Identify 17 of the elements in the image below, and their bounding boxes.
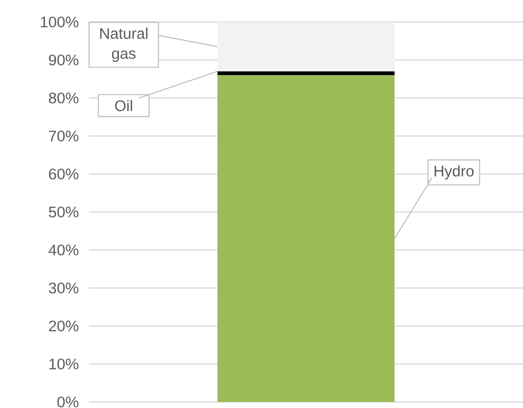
y-tick-label: 50%: [48, 206, 78, 218]
text: Hydro: [434, 165, 474, 180]
bar: [217, 22, 395, 72]
y-tick-label: 30%: [48, 282, 78, 294]
text: Oil: [115, 100, 132, 112]
y-tick-label: 70%: [49, 130, 78, 142]
y-tick-label: 90%: [48, 54, 78, 66]
y-tick-label: 40%: [48, 244, 78, 256]
y-tick-label: 0%: [57, 396, 78, 408]
text: Natural gas: [100, 28, 148, 62]
y-tick-label: 100%: [40, 16, 78, 28]
y-tick-label: 10%: [49, 358, 78, 370]
bar: [217, 71, 395, 76]
bar: [217, 75, 395, 402]
y-tick-label: 60%: [49, 168, 78, 180]
y-tick-label: 80%: [48, 92, 78, 104]
y-tick-label: 20%: [49, 320, 78, 332]
